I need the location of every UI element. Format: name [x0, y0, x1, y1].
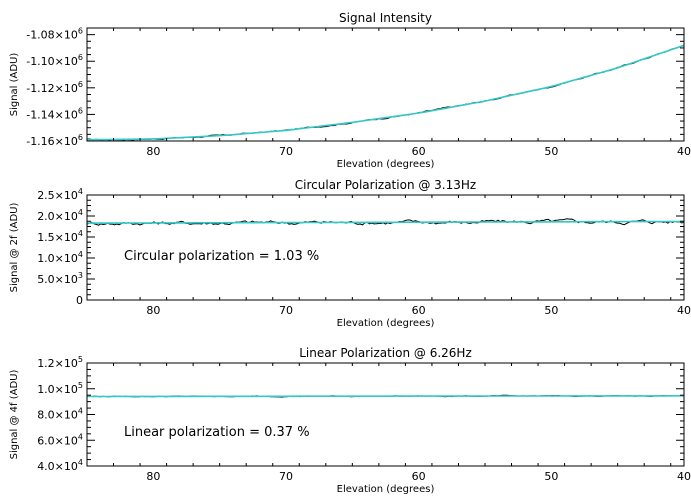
y-tick-exponent: 6: [78, 53, 83, 62]
x-tick-label: 80: [146, 304, 160, 317]
y-axis-label: Signal @ 2f (ADU): [9, 203, 20, 293]
x-axis-label: Elevation (degrees): [337, 318, 435, 329]
x-tick-label: 40: [677, 304, 691, 317]
y-tick-exponent: 5: [78, 381, 83, 390]
series-line-2: [87, 220, 684, 224]
y-tick-label: -1.14×106: [26, 106, 83, 121]
polarization-annotation: Linear polarization = 0.37 %: [124, 425, 310, 440]
y-tick-label: -1.10×106: [26, 53, 83, 68]
polarization-annotation: Circular polarization = 1.03 %: [124, 249, 319, 264]
y-tick-label: -1.08×106: [26, 27, 83, 42]
y-tick-mantissa: 1.0×10: [37, 383, 78, 396]
x-tick-label: 40: [677, 470, 691, 483]
series-line-1: [86, 45, 685, 141]
y-tick-mantissa: 4.0×10: [37, 460, 78, 473]
y-tick-label: 2.5×104: [37, 187, 83, 202]
chart-panel-2: 80 70 60 50 4005.0×1031.0×1041.5×1042.0×1042…: [9, 178, 691, 329]
y-tick-mantissa: -1.16×10: [26, 135, 78, 148]
series-line-2: [86, 44, 685, 141]
y-tick-label: 4.0×104: [37, 458, 83, 473]
y-tick-mantissa: 2.5×10: [37, 189, 78, 202]
x-tick-label: 50: [544, 470, 558, 483]
y-tick-mantissa: -1.08×10: [26, 29, 78, 42]
y-tick-exponent: 5: [78, 355, 83, 364]
y-tick-exponent: 6: [78, 106, 83, 115]
y-tick-label: 1.0×105: [37, 381, 83, 396]
y-tick-exponent: 4: [78, 432, 83, 441]
x-tick-label: 50: [544, 304, 558, 317]
y-tick-label: 0: [76, 294, 83, 307]
y-tick-exponent: 3: [78, 271, 83, 280]
chart-panel-3: 80 70 60 50 404.0×1046.0×1048.0×1041.0×1051.…: [9, 346, 691, 495]
y-tick-mantissa: -1.12×10: [26, 82, 78, 95]
chart-title: Circular Polarization @ 3.13Hz: [295, 178, 476, 192]
y-tick-mantissa: 5.0×10: [37, 273, 78, 286]
x-tick-label: 40: [677, 145, 691, 158]
x-axis-label: Elevation (degrees): [337, 484, 435, 495]
chart-title: Signal Intensity: [339, 11, 432, 25]
chart-title: Linear Polarization @ 6.26Hz: [299, 346, 472, 360]
y-tick-mantissa: 1.2×10: [37, 357, 78, 370]
y-tick-exponent: 4: [78, 208, 83, 217]
y-tick-mantissa: 0: [76, 294, 83, 307]
x-tick-label: 70: [279, 470, 293, 483]
plot-frame: [86, 194, 685, 301]
y-tick-mantissa: 6.0×10: [37, 434, 78, 447]
y-tick-mantissa: 1.5×10: [37, 231, 78, 244]
x-tick-label: 80: [146, 470, 160, 483]
y-tick-exponent: 4: [78, 250, 83, 259]
y-axis-label: Signal @ 4f (ADU): [9, 370, 20, 460]
y-tick-label: 1.5×104: [37, 229, 83, 244]
plot-frame: [86, 27, 685, 142]
x-axis-label: Elevation (degrees): [337, 159, 435, 170]
y-tick-exponent: 6: [78, 80, 83, 89]
y-tick-label: 6.0×104: [37, 432, 83, 447]
x-tick-label: 50: [544, 145, 558, 158]
y-tick-exponent: 6: [78, 27, 83, 36]
y-tick-mantissa: 2.0×10: [37, 210, 78, 223]
x-tick-label: 80: [146, 145, 160, 158]
x-tick-label: 70: [279, 145, 293, 158]
y-tick-label: 8.0×104: [37, 407, 83, 422]
y-tick-label: -1.12×106: [26, 80, 83, 95]
x-tick-label: 70: [279, 304, 293, 317]
y-tick-mantissa: 1.0×10: [37, 252, 78, 265]
y-axis-label: Signal (ADU): [9, 53, 20, 117]
x-tick-label: 60: [412, 470, 426, 483]
y-tick-exponent: 4: [78, 229, 83, 238]
y-tick-label: -1.16×106: [26, 133, 83, 148]
y-tick-mantissa: 8.0×10: [37, 409, 78, 422]
y-tick-label: 5.0×103: [37, 271, 83, 286]
y-tick-exponent: 4: [78, 407, 83, 416]
y-tick-exponent: 4: [78, 458, 83, 467]
y-tick-exponent: 4: [78, 187, 83, 196]
chart-panel-1: 80 70 60 50 40-1.16×106-1.14×106-1.12×106-1.…: [9, 11, 691, 170]
plot-frame: [86, 362, 685, 467]
y-tick-mantissa: -1.10×10: [26, 55, 78, 68]
x-tick-label: 60: [412, 145, 426, 158]
y-tick-mantissa: -1.14×10: [26, 108, 78, 121]
y-tick-label: 1.2×105: [37, 355, 83, 370]
x-tick-label: 60: [412, 304, 426, 317]
y-tick-label: 1.0×104: [37, 250, 83, 265]
y-tick-label: 2.0×104: [37, 208, 83, 223]
y-tick-exponent: 6: [78, 133, 83, 142]
series-line-2: [87, 394, 684, 398]
